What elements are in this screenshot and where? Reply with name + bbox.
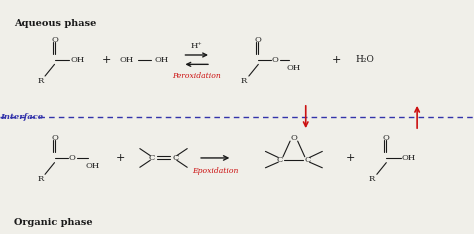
Text: C: C: [148, 154, 155, 162]
Text: Interface: Interface: [0, 113, 43, 121]
Text: +: +: [116, 153, 126, 163]
Text: H₂O: H₂O: [356, 55, 374, 64]
Text: Organic phase: Organic phase: [14, 218, 93, 227]
Text: +: +: [102, 55, 111, 65]
Text: Epoxidation: Epoxidation: [192, 167, 239, 175]
Text: OH: OH: [402, 154, 416, 162]
Text: R: R: [241, 77, 247, 85]
Text: R: R: [37, 175, 44, 183]
Text: O: O: [51, 134, 58, 142]
Text: OH: OH: [120, 56, 134, 64]
Text: Aqueous phase: Aqueous phase: [14, 19, 97, 28]
Text: R: R: [37, 77, 44, 85]
Text: H⁺: H⁺: [191, 42, 202, 50]
Text: OH: OH: [70, 56, 84, 64]
Text: OH: OH: [287, 64, 301, 72]
Text: O: O: [383, 134, 390, 142]
Text: C: C: [305, 156, 311, 164]
Text: C: C: [172, 154, 179, 162]
Text: O: O: [272, 56, 279, 64]
Text: +: +: [346, 153, 356, 163]
Text: O: O: [291, 134, 297, 142]
Text: C: C: [276, 156, 283, 164]
Text: O: O: [69, 154, 75, 162]
Text: OH: OH: [154, 56, 168, 64]
Text: R: R: [369, 175, 375, 183]
Text: +: +: [332, 55, 341, 65]
Text: O: O: [255, 36, 262, 44]
Text: Peroxidation: Peroxidation: [173, 72, 221, 80]
Text: OH: OH: [86, 162, 100, 170]
Text: O: O: [51, 36, 58, 44]
